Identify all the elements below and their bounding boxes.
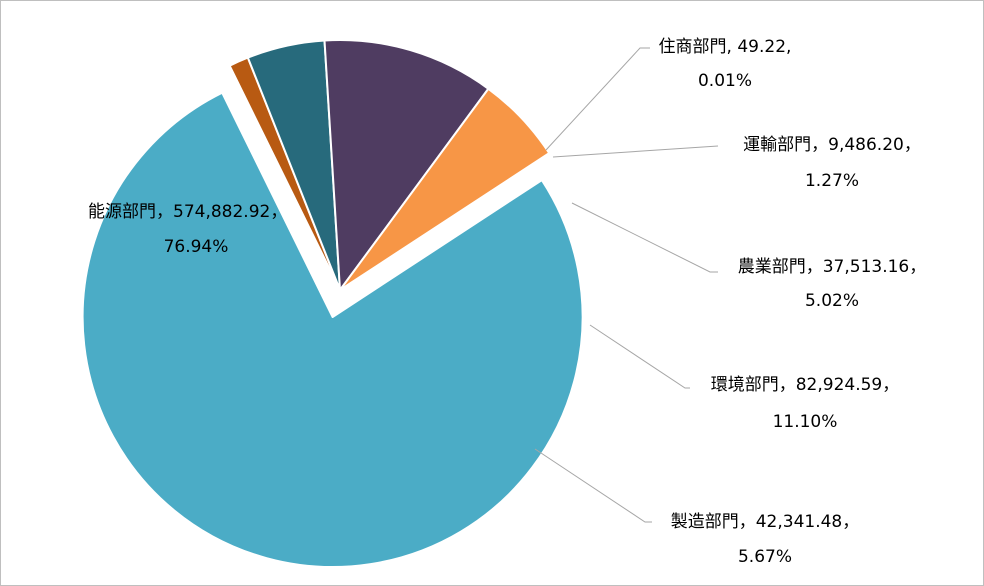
pie-slices — [81, 39, 584, 569]
leader-manufacturing — [534, 448, 652, 523]
slice-environment — [323, 39, 490, 291]
label-energy-line2: 76.94% — [164, 237, 229, 257]
label-residential-line2: 0.01% — [698, 71, 752, 91]
slice-energy — [81, 91, 584, 569]
leader-agriculture — [571, 202, 718, 273]
leader-transport — [552, 145, 719, 158]
label-agriculture-line1: 農業部門，37,513.16， — [738, 257, 927, 277]
label-residential-line1: 住商部門, 49.22, — [659, 37, 792, 57]
slice-labels: 能源部門，574,882.92， 76.94% 住商部門, 49.22, 0.0… — [88, 37, 926, 567]
label-environment-line1: 環境部門，82,924.59， — [711, 375, 900, 395]
label-manufacturing-line1: 製造部門，42,341.48， — [671, 512, 860, 532]
leader-residential — [545, 47, 650, 151]
leader-environment — [589, 324, 690, 389]
label-transport-line2: 1.27% — [805, 171, 859, 191]
label-agriculture-line2: 5.02% — [805, 291, 859, 311]
label-manufacturing-line2: 5.67% — [738, 547, 792, 567]
label-transport-line1: 運輸部門，9,486.20， — [743, 135, 921, 155]
label-energy-line1: 能源部門，574,882.92， — [88, 202, 287, 222]
slice-manufacturing — [339, 87, 551, 291]
leader-lines — [534, 47, 719, 523]
label-environment-line2: 11.10% — [773, 412, 838, 432]
